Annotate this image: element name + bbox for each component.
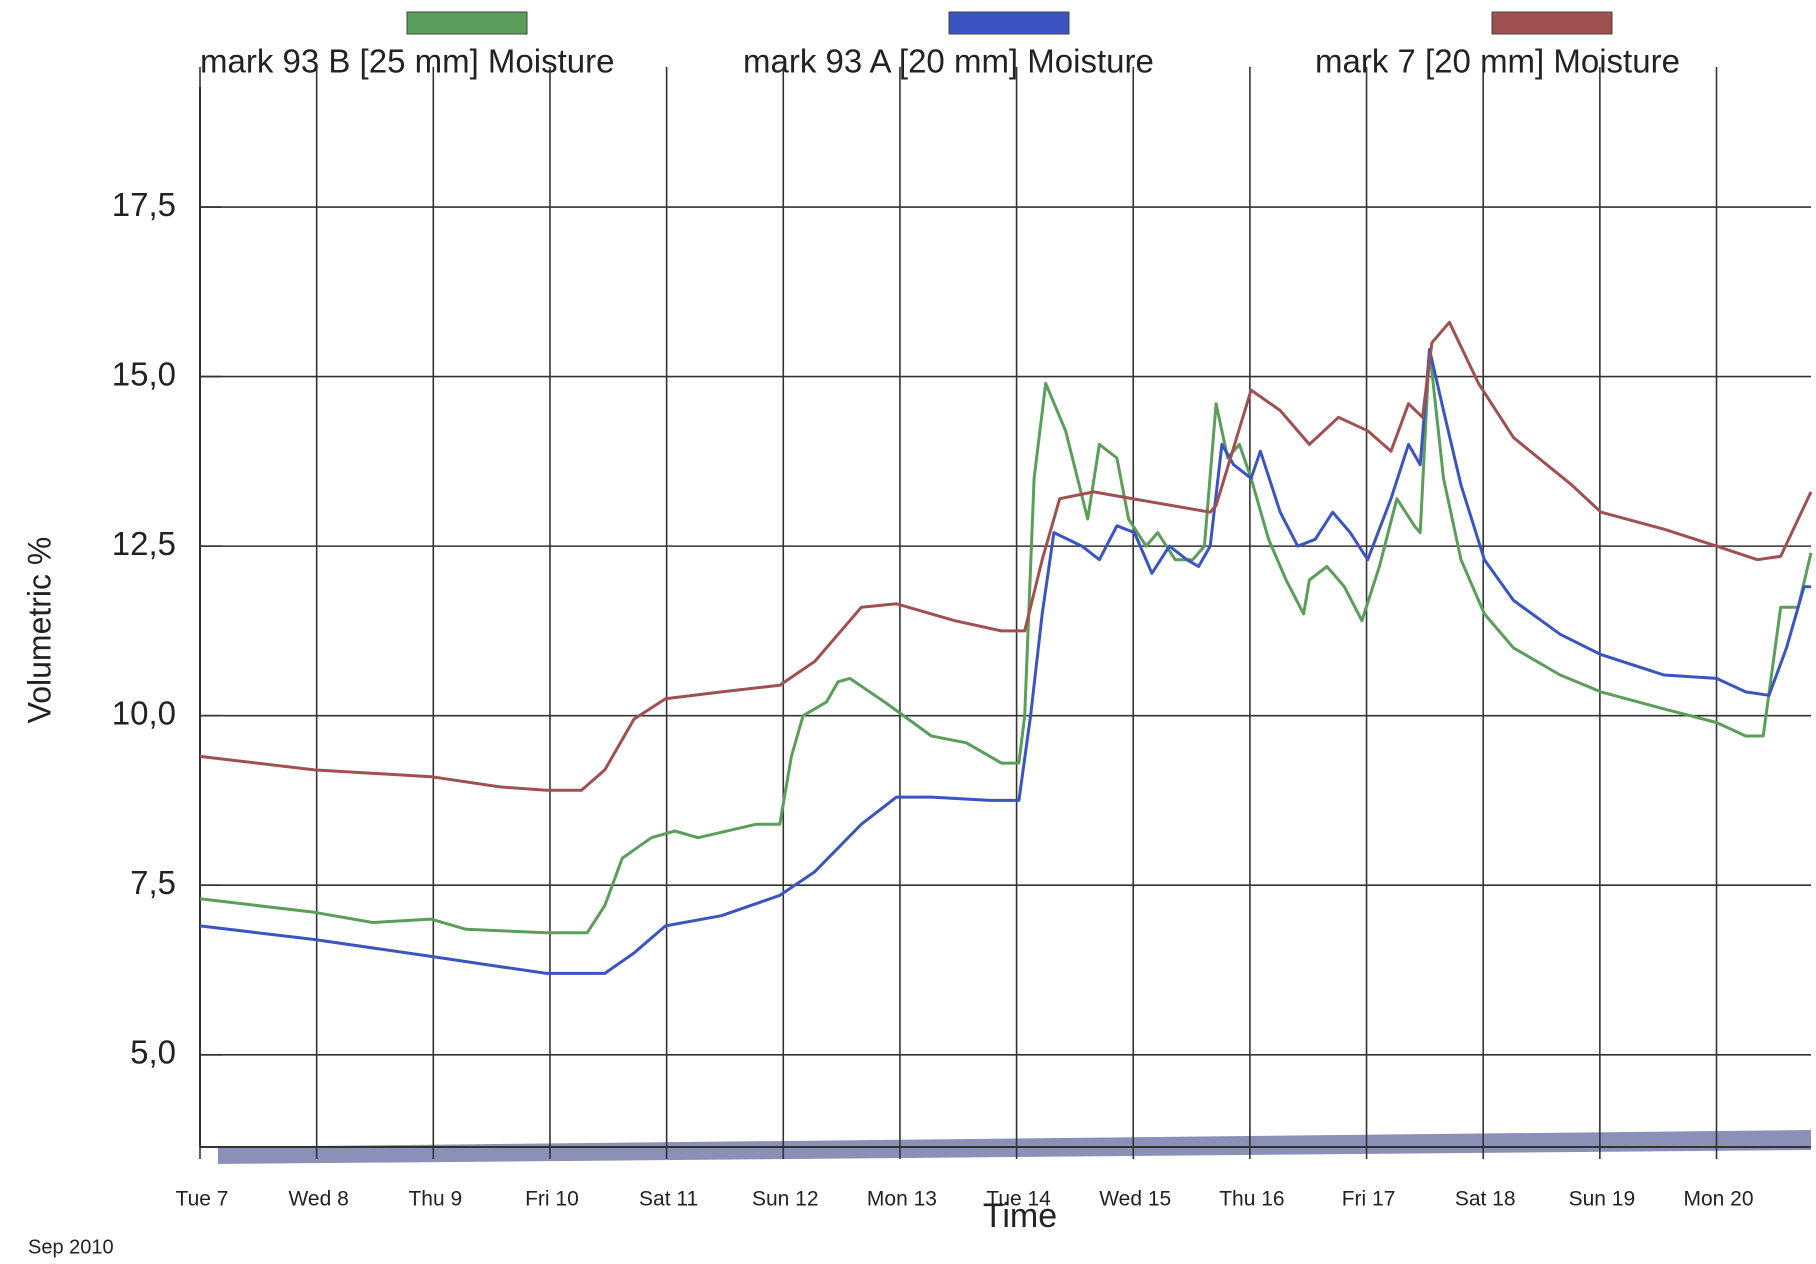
legend-label: mark 7 [20 mm] Moisture bbox=[1315, 43, 1680, 80]
legend-label: mark 93 B [25 mm] Moisture bbox=[200, 43, 614, 80]
legend-swatch bbox=[406, 11, 528, 35]
series-line bbox=[199, 348, 1813, 935]
x-tick-label: Fri 17 bbox=[1342, 1188, 1396, 1211]
y-tick-label: 15,0 bbox=[112, 355, 176, 392]
x-tick-label: Wed 8 bbox=[288, 1188, 348, 1211]
y-tick-label: 12,5 bbox=[112, 525, 176, 562]
y-tick-label: 17,5 bbox=[112, 186, 176, 223]
y-tick-label: 7,5 bbox=[130, 864, 176, 901]
legend-swatch bbox=[1491, 11, 1613, 35]
x-tick-label: Mon 20 bbox=[1683, 1188, 1753, 1211]
x-tick-label: Tue 14 bbox=[986, 1188, 1051, 1211]
x-tick-label: Sun 12 bbox=[752, 1188, 819, 1211]
y-tick-label: 5,0 bbox=[130, 1033, 176, 1070]
y-tick-label: 10,0 bbox=[112, 694, 176, 731]
series-line bbox=[199, 320, 1813, 792]
y-axis-label: Volumetric % bbox=[21, 537, 57, 724]
x-tick-label: Wed 15 bbox=[1099, 1188, 1171, 1211]
x-tick-label: Thu 16 bbox=[1219, 1188, 1284, 1211]
x-tick-label: Tue 7 bbox=[176, 1188, 229, 1211]
x-tick-label: Mon 13 bbox=[867, 1188, 937, 1211]
x-tick-label: Sun 19 bbox=[1569, 1188, 1636, 1211]
legend-swatch bbox=[948, 11, 1070, 35]
series-line bbox=[199, 348, 1811, 975]
x-tick-label: Thu 9 bbox=[408, 1188, 462, 1211]
date-note: Sep 2010 bbox=[28, 1236, 114, 1258]
x-tick-label: Fri 10 bbox=[525, 1188, 579, 1211]
x-axis-label: Time bbox=[983, 1197, 1057, 1235]
x-tick-label: Sat 11 bbox=[639, 1188, 698, 1211]
legend-label: mark 93 A [20 mm] Moisture bbox=[743, 43, 1154, 80]
x-tick-label: Sat 18 bbox=[1455, 1188, 1516, 1211]
